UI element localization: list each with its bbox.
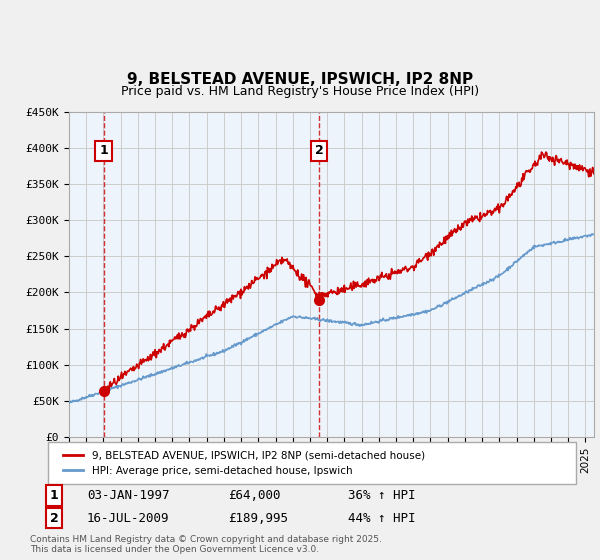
Text: £64,000: £64,000 xyxy=(228,489,281,502)
Text: 1: 1 xyxy=(50,489,58,502)
Text: 44% ↑ HPI: 44% ↑ HPI xyxy=(348,511,415,525)
Legend: 9, BELSTEAD AVENUE, IPSWICH, IP2 8NP (semi-detached house), HPI: Average price, : 9, BELSTEAD AVENUE, IPSWICH, IP2 8NP (se… xyxy=(58,447,429,480)
Text: Contains HM Land Registry data © Crown copyright and database right 2025.
This d: Contains HM Land Registry data © Crown c… xyxy=(30,535,382,554)
Text: 16-JUL-2009: 16-JUL-2009 xyxy=(87,511,170,525)
Text: 03-JAN-1997: 03-JAN-1997 xyxy=(87,489,170,502)
Text: 36% ↑ HPI: 36% ↑ HPI xyxy=(348,489,415,502)
FancyBboxPatch shape xyxy=(48,442,576,484)
Text: 2: 2 xyxy=(315,144,323,157)
Text: 1: 1 xyxy=(99,144,108,157)
Text: 2: 2 xyxy=(50,511,58,525)
Text: 9, BELSTEAD AVENUE, IPSWICH, IP2 8NP: 9, BELSTEAD AVENUE, IPSWICH, IP2 8NP xyxy=(127,72,473,87)
Text: £189,995: £189,995 xyxy=(228,511,288,525)
Text: Price paid vs. HM Land Registry's House Price Index (HPI): Price paid vs. HM Land Registry's House … xyxy=(121,85,479,98)
